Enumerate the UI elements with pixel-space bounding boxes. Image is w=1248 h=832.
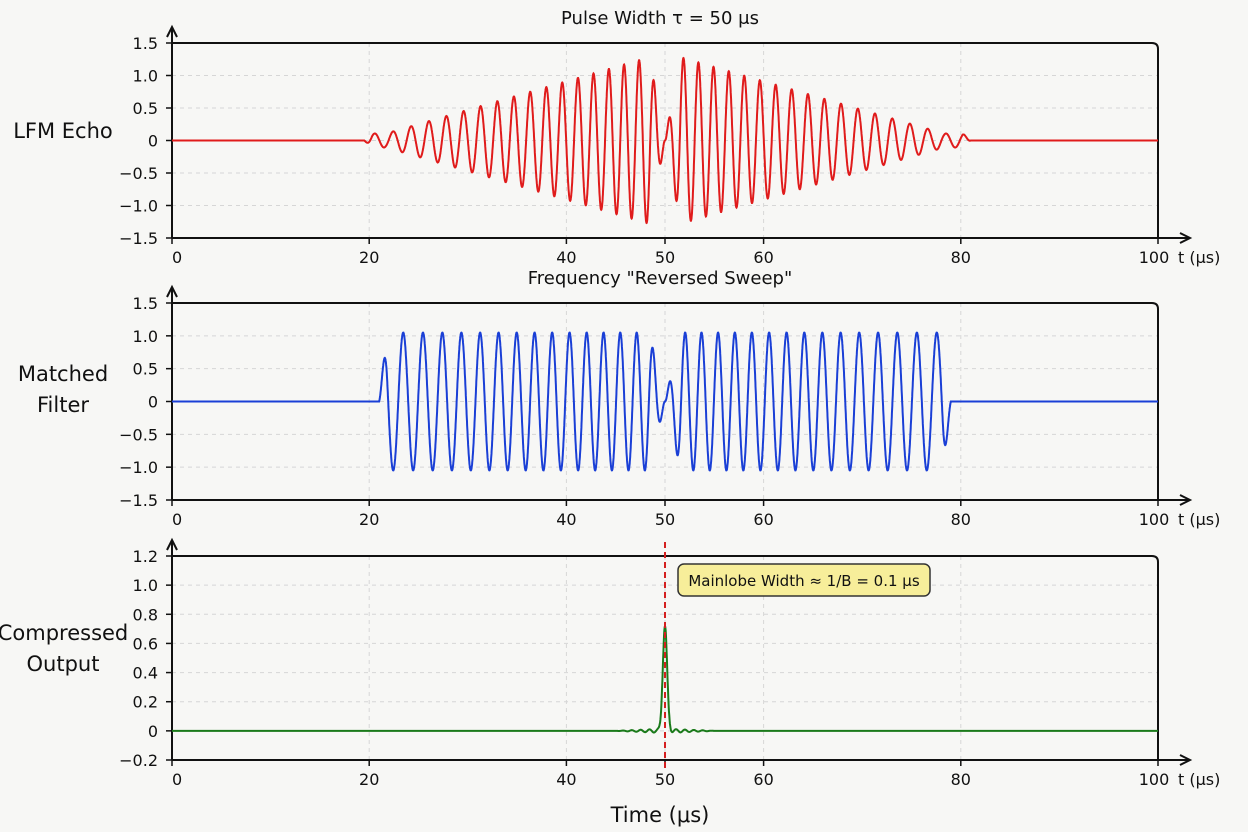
series-line: [172, 331, 1158, 472]
y-axis-label: Output: [27, 652, 100, 676]
x-tick-label: 0: [172, 770, 182, 789]
x-tick-label: 50: [655, 510, 675, 529]
x-axis-end-label: t (μs): [1178, 770, 1220, 789]
y-tick-label: 1.2: [133, 547, 158, 566]
x-axis-arrow: [1179, 754, 1193, 766]
y-axis-label: LFM Echo: [13, 119, 113, 143]
x-axis-end-label: t (μs): [1178, 248, 1220, 267]
plot-frame: [172, 42, 1159, 238]
x-tick-label: 60: [753, 248, 773, 267]
x-tick-label: 40: [556, 770, 576, 789]
x-tick-label: 50: [655, 770, 675, 789]
y-tick-label: 1.5: [133, 294, 158, 313]
x-tick-label: 50: [655, 248, 675, 267]
annotation-text: Mainlobe Width ≈ 1/B = 0.1 μs: [688, 572, 920, 590]
y-tick-label: 1.0: [133, 67, 158, 86]
y-axis-arrow: [166, 24, 178, 38]
y-tick-label: 1.0: [133, 327, 158, 346]
x-tick-label: 40: [556, 248, 576, 267]
y-tick-label: 0.5: [133, 99, 158, 118]
x-tick-label: 0: [172, 510, 182, 529]
x-tick-label: 0: [172, 248, 182, 267]
x-axis-end-label: t (μs): [1178, 510, 1220, 529]
y-axis-label: Filter: [37, 393, 89, 417]
x-tick-label: 80: [951, 510, 971, 529]
x-tick-label: 20: [359, 510, 379, 529]
x-tick-label: 100: [1139, 770, 1170, 789]
y-axis-arrow: [166, 537, 178, 551]
panel-title: Frequency "Reversed Sweep": [528, 268, 793, 289]
y-tick-label: 0.6: [133, 634, 158, 653]
y-tick-label: −0.5: [119, 164, 158, 183]
panel-title: Pulse Width τ = 50 μs: [561, 8, 759, 29]
y-tick-label: −1.5: [119, 491, 158, 510]
x-tick-label: 100: [1139, 510, 1170, 529]
y-tick-label: 0.8: [133, 605, 158, 624]
panel-2: 1.5 1.0 0.5 0 −0.5 −1.0 −1.5 0 20 40 50 60 80 100 t (μ…: [18, 268, 1221, 529]
plot-frame: [172, 555, 1159, 760]
y-tick-label: 0: [148, 132, 158, 151]
x-axis-arrow: [1179, 494, 1193, 506]
annotation-box: [677, 563, 931, 597]
x-tick-label: 60: [753, 510, 773, 529]
x-axis-arrow: [1179, 232, 1193, 244]
x-axis-label: Time (μs): [610, 803, 710, 827]
y-tick-label: −1.0: [119, 197, 158, 216]
y-tick-label: 1.0: [133, 576, 158, 595]
x-tick-label: 20: [359, 248, 379, 267]
y-tick-label: 0.4: [133, 664, 158, 683]
y-axis-arrow: [166, 284, 178, 298]
x-tick-label: 80: [951, 770, 971, 789]
y-tick-label: 0: [148, 722, 158, 741]
panel-1: 1.5 1.0 0.5 0 −0.5 −1.0 −1.5 0 20 40 50 60 80 100 t (μ…: [13, 8, 1220, 267]
x-tick-label: 80: [951, 248, 971, 267]
x-tick-label: 60: [753, 770, 773, 789]
y-tick-label: −0.2: [119, 751, 158, 770]
y-tick-label: −1.5: [119, 229, 158, 248]
y-tick-label: 0.2: [133, 693, 158, 712]
panel-3: 1.2 1.0 0.8 0.6 0.4 0.2 0 −0.2 0 20 40 50 60 80 100 t (…: [0, 537, 1220, 827]
plot-frame: [172, 302, 1159, 500]
y-tick-label: 0: [148, 393, 158, 412]
x-tick-label: 40: [556, 510, 576, 529]
series-line: [172, 56, 1158, 225]
y-tick-label: 1.5: [133, 34, 158, 53]
y-tick-label: 0.5: [133, 360, 158, 379]
y-axis-label: Matched: [18, 362, 108, 386]
x-tick-label: 100: [1139, 248, 1170, 267]
y-axis-label: Compressed: [0, 621, 128, 645]
y-tick-label: −1.0: [119, 458, 158, 477]
y-tick-label: −0.5: [119, 425, 158, 444]
x-tick-label: 20: [359, 770, 379, 789]
